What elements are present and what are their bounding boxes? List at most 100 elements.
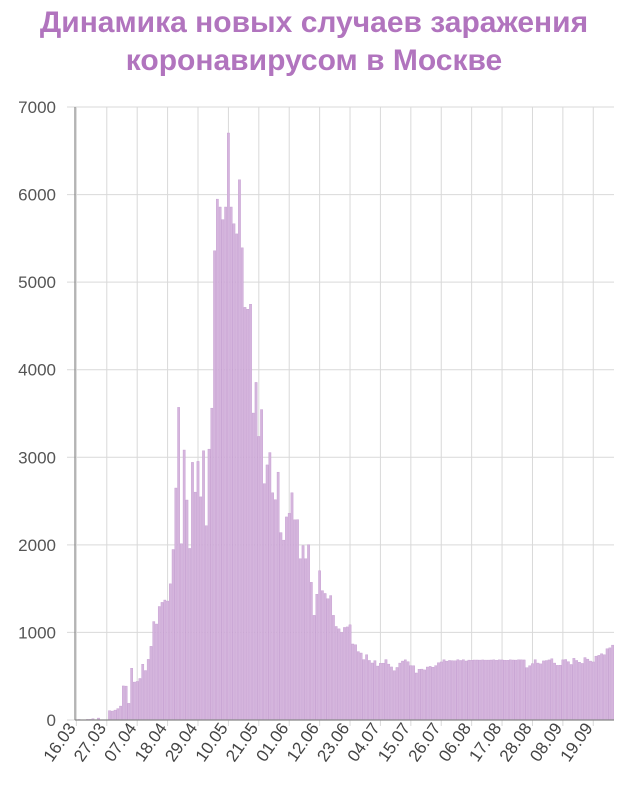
bar — [229, 206, 233, 721]
bar — [589, 660, 592, 721]
bar — [398, 662, 402, 721]
bar — [227, 132, 230, 721]
x-axis-ticks: 16.0327.0307.0418.0429.0410.0521.0501.06… — [40, 719, 597, 765]
bar — [608, 647, 612, 721]
bar — [426, 666, 429, 721]
x-tick-label: 19.09 — [557, 719, 597, 765]
bar — [423, 669, 426, 721]
bar — [243, 307, 247, 721]
x-tick-label: 12.06 — [283, 719, 323, 765]
bar — [514, 659, 518, 721]
bar — [464, 660, 468, 721]
bar — [144, 670, 147, 721]
bar — [412, 665, 415, 721]
bar — [578, 662, 581, 721]
bar — [475, 659, 479, 721]
bar — [478, 659, 482, 721]
bar — [323, 593, 327, 721]
bar — [265, 464, 269, 721]
bar — [365, 654, 368, 721]
x-tick-label: 23.06 — [313, 719, 353, 765]
bar — [113, 709, 117, 721]
bar — [193, 491, 197, 721]
bar — [569, 664, 573, 721]
bar — [180, 543, 183, 721]
bar — [152, 621, 156, 721]
bar — [509, 659, 512, 721]
bar — [149, 646, 153, 721]
bar — [116, 708, 120, 721]
bar — [597, 655, 601, 721]
bar — [462, 659, 465, 721]
bar — [174, 487, 178, 721]
bar — [166, 600, 169, 721]
bar — [326, 598, 330, 721]
bar — [506, 659, 509, 721]
bar — [108, 710, 111, 721]
bar — [533, 659, 537, 721]
bar — [276, 471, 280, 721]
bar — [484, 659, 487, 721]
bar — [343, 627, 346, 721]
bar — [146, 659, 150, 721]
bar — [332, 615, 335, 721]
y-axis-ticks: 0 1000 2000 3000 4000 5000 6000 7000 — [18, 98, 56, 730]
bar — [191, 462, 194, 721]
bar — [238, 179, 241, 721]
bar — [251, 412, 255, 721]
bar — [110, 710, 114, 721]
bar — [160, 602, 164, 721]
x-tick-label: 17.08 — [465, 719, 505, 765]
bar — [567, 661, 570, 721]
x-tick-label: 07.04 — [101, 719, 141, 765]
bar — [337, 628, 341, 721]
bar — [376, 665, 380, 721]
bar — [583, 657, 587, 721]
bar — [263, 483, 266, 721]
x-tick-label: 28.08 — [496, 719, 536, 765]
bar — [285, 516, 288, 721]
bar-series — [75, 132, 614, 721]
bar — [185, 499, 189, 721]
axes — [74, 107, 614, 721]
x-tick-label: 04.07 — [344, 719, 384, 765]
bar — [434, 665, 438, 721]
bar — [495, 659, 498, 721]
x-tick-label: 01.06 — [253, 719, 293, 765]
bar — [370, 662, 374, 721]
bar — [246, 309, 250, 721]
bar — [301, 545, 305, 721]
bar — [362, 659, 366, 721]
bar — [611, 644, 614, 721]
bar — [279, 532, 283, 721]
bar — [550, 658, 554, 721]
bar — [600, 653, 603, 721]
y-tick-label: 1000 — [18, 623, 56, 642]
bar — [500, 659, 504, 721]
bar — [594, 655, 598, 721]
bar — [287, 513, 291, 721]
bar — [293, 519, 297, 721]
bar — [387, 663, 391, 721]
chart-title-line-1: Динамика новых случаев заражения — [39, 6, 589, 39]
bar — [470, 659, 473, 721]
bar — [575, 660, 579, 721]
x-tick-label: 06.08 — [435, 719, 475, 765]
bar — [271, 492, 274, 721]
bar — [202, 450, 205, 721]
bar — [216, 198, 219, 721]
bar — [268, 452, 272, 721]
bar — [304, 558, 308, 721]
bar — [503, 659, 507, 721]
bar — [348, 624, 352, 721]
bar — [558, 664, 562, 721]
x-tick-label: 15.07 — [374, 719, 414, 765]
bar — [420, 668, 424, 721]
bar — [133, 681, 136, 721]
bar — [321, 590, 324, 721]
bar — [522, 659, 526, 721]
bar — [564, 659, 567, 721]
bar — [580, 663, 584, 721]
bar — [177, 407, 180, 721]
